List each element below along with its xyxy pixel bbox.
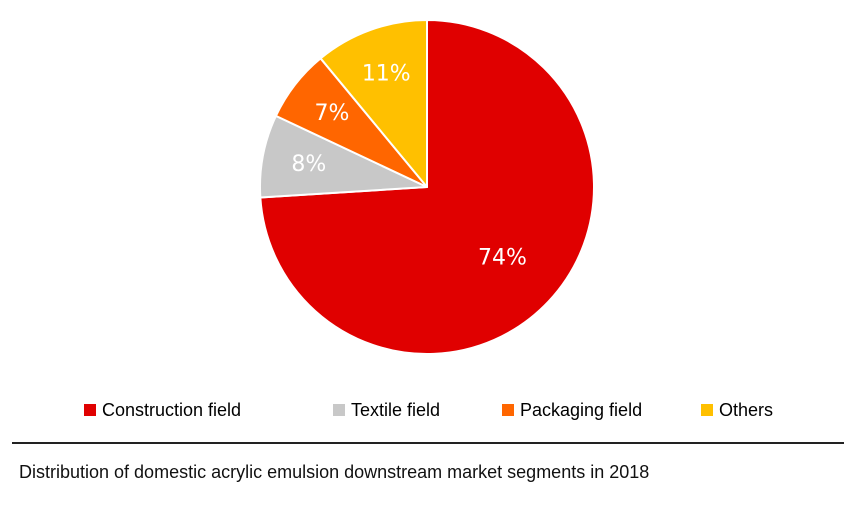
- legend-label-construction: Construction field: [102, 400, 242, 420]
- legend-item-others: Others: [701, 398, 773, 422]
- legend-item-construction: Construction field: [84, 398, 241, 422]
- legend-swatch-textile: [333, 404, 345, 416]
- data-label-textile: 8%: [291, 152, 326, 177]
- legend-item-textile: Textile field: [333, 398, 440, 422]
- legend-label-textile: Textile field: [351, 400, 441, 420]
- caption-divider: [12, 442, 844, 444]
- legend-swatch-construction: [84, 404, 96, 416]
- legend-swatch-packaging: [502, 404, 514, 416]
- legend-label-others: Others: [719, 400, 774, 420]
- data-label-packaging: 7%: [315, 101, 350, 126]
- legend-item-packaging: Packaging field: [502, 398, 642, 422]
- legend-label-packaging: Packaging field: [520, 400, 643, 420]
- legend-swatch-others: [701, 404, 713, 416]
- pie-slice-others: [319, 19, 428, 188]
- data-label-construction: 74%: [478, 245, 527, 270]
- legend: Construction field Textile field Packagi…: [0, 398, 860, 422]
- chart-caption: Distribution of domestic acrylic emulsio…: [19, 462, 650, 482]
- data-label-others: 11%: [362, 61, 411, 86]
- pie-chart: 74% 8% 7% 11%: [259, 19, 595, 355]
